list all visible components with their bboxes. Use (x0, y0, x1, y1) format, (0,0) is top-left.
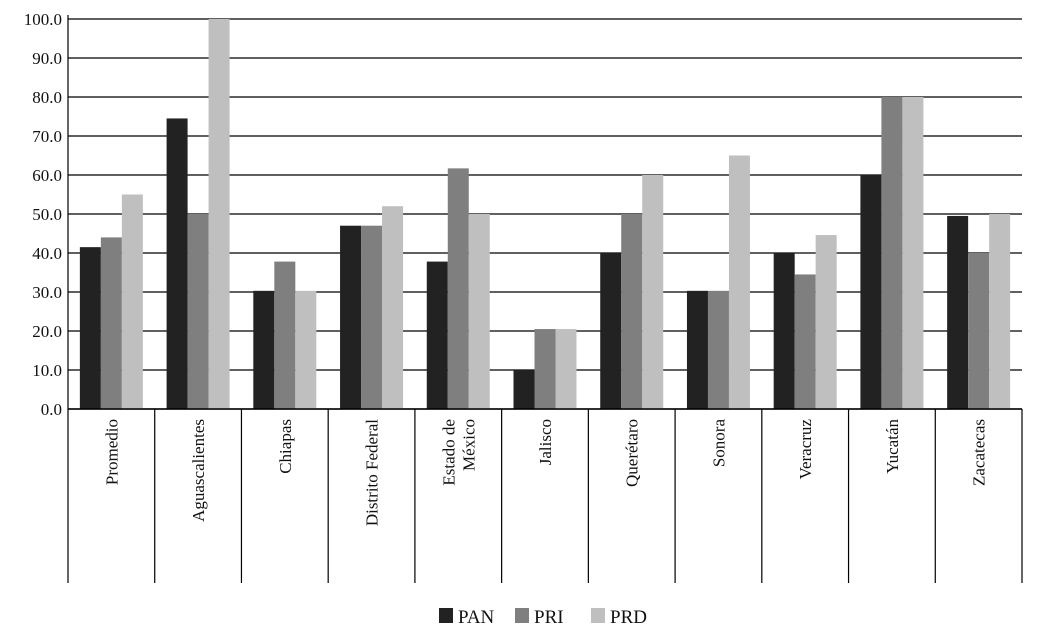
bar-pri (274, 261, 296, 409)
bar-prd (295, 290, 317, 409)
category-label: Jalisco (536, 419, 555, 465)
bar-pan (253, 290, 275, 409)
x-axis-category-labels: Promedio Aguascalientes Chiapas Distrito Fe… (102, 419, 988, 527)
bar-pan (947, 215, 969, 409)
bar-prd (208, 19, 230, 409)
axes (67, 15, 1023, 583)
bar-pan (773, 253, 795, 409)
category-label: Yucatán (883, 419, 902, 474)
bar-prd (382, 206, 404, 409)
bar-pan (79, 247, 101, 409)
y-tick-label: 30.0 (32, 283, 62, 302)
bar-pri (707, 290, 729, 409)
category-label: Veracruz (796, 419, 815, 480)
bar-pri (881, 97, 903, 409)
bar-pri (187, 214, 209, 409)
bar-pri (621, 214, 643, 409)
y-tick-label: 0.0 (41, 400, 62, 419)
bars (79, 19, 1011, 409)
bar-pan (166, 118, 188, 409)
bar-prd (642, 175, 664, 409)
legend-label: PRD (610, 607, 647, 628)
y-axis-tick-labels: 0.0 10.0 20.0 30.0 40.0 50.0 60.0 70.0 80.0 90.0 1… (24, 10, 62, 419)
legend: PAN PRI PRD (439, 607, 647, 628)
category-label: Promedio (102, 419, 121, 485)
bar-prd (815, 235, 837, 409)
category-label: Chiapas (276, 419, 295, 474)
category-label: Zacatecas (970, 419, 989, 486)
y-tick-label: 10.0 (32, 361, 62, 380)
y-tick-label: 60.0 (32, 166, 62, 185)
bar-pan (340, 225, 362, 409)
y-tick-label: 20.0 (32, 322, 62, 341)
bar-prd (728, 155, 750, 409)
category-label: Sonora (709, 419, 728, 468)
bar-prd (121, 194, 143, 409)
y-tick-label: 70.0 (32, 127, 62, 146)
bar-pri (794, 274, 816, 409)
bar-prd (468, 214, 490, 409)
y-tick-label: 50.0 (32, 205, 62, 224)
bar-pan (426, 261, 448, 409)
bar-prd (555, 329, 577, 409)
legend-label: PAN (458, 607, 495, 628)
bar-prd (989, 214, 1011, 409)
y-tick-label: 80.0 (32, 88, 62, 107)
category-label: Estado de (439, 419, 458, 486)
legend-swatch-pan (439, 608, 453, 623)
legend-swatch-prd (591, 608, 605, 623)
bar-pri (447, 168, 469, 409)
category-label: Aguascalientes (189, 419, 208, 522)
y-tick-label: 90.0 (32, 49, 62, 68)
category-label: Distrito Federal (363, 419, 382, 526)
bar-pan (600, 253, 622, 409)
bar-pri (534, 329, 556, 409)
y-tick-label: 40.0 (32, 244, 62, 263)
legend-label: PRI (534, 607, 564, 628)
bar-pri (968, 253, 990, 409)
category-label: Querétaro (623, 419, 642, 487)
y-tick-label: 100.0 (24, 10, 62, 29)
bar-pri (100, 237, 122, 409)
bar-pri (361, 225, 383, 409)
category-label: México (459, 419, 478, 471)
bar-pan (686, 290, 708, 409)
legend-swatch-pri (515, 608, 529, 623)
bar-pan (860, 175, 882, 409)
bar-prd (902, 97, 924, 409)
bar-pan (513, 370, 535, 409)
